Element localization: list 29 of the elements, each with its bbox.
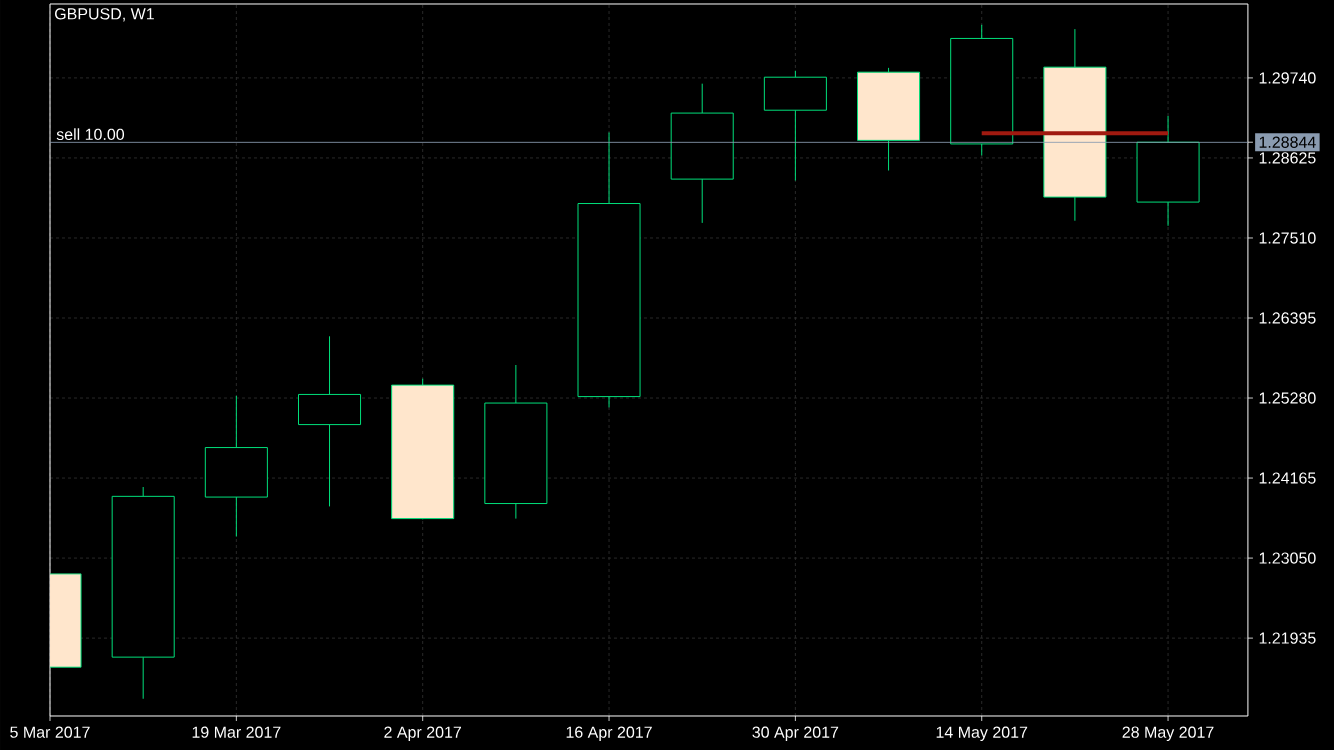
y-tick-label: 1.27510 xyxy=(1259,232,1316,244)
chart-title: GBPUSD, W1 xyxy=(55,8,154,22)
x-tick-label: 16 Apr 2017 xyxy=(566,726,652,742)
y-tick-label: 1.25280 xyxy=(1259,392,1316,404)
candlestick xyxy=(1136,115,1200,227)
y-tick-label: 1.26395 xyxy=(1259,312,1316,324)
y-tick-label: 1.29740 xyxy=(1259,72,1316,84)
x-tick-label: 30 Apr 2017 xyxy=(752,726,839,742)
candlestick xyxy=(950,24,1014,156)
y-tick-label: 1.28844 xyxy=(1259,136,1316,148)
y-tick-label: 1.24165 xyxy=(1259,472,1316,484)
candlestick xyxy=(1043,28,1107,222)
y-tick-label: 1.21935 xyxy=(1259,632,1316,644)
candlestick xyxy=(484,364,548,520)
ref-line-label: sell 10.00 xyxy=(56,128,125,141)
candlestick xyxy=(763,70,827,182)
x-tick-label: 2 Apr 2017 xyxy=(384,726,462,742)
candlestick xyxy=(857,67,921,172)
candlestick xyxy=(577,131,641,408)
y-tick-label: 1.28625 xyxy=(1259,152,1316,164)
x-tick-label: 28 May 2017 xyxy=(1122,726,1214,742)
candlestick xyxy=(204,395,268,538)
y-tick-label: 1.23050 xyxy=(1259,552,1316,564)
x-tick-label: 19 Mar 2017 xyxy=(192,726,281,738)
x-tick-label: 14 May 2017 xyxy=(936,726,1028,742)
candlestick xyxy=(111,486,175,700)
candlestick xyxy=(670,83,734,224)
candlestick xyxy=(298,335,362,507)
x-tick-label: 5 Mar 2017 xyxy=(10,726,90,738)
